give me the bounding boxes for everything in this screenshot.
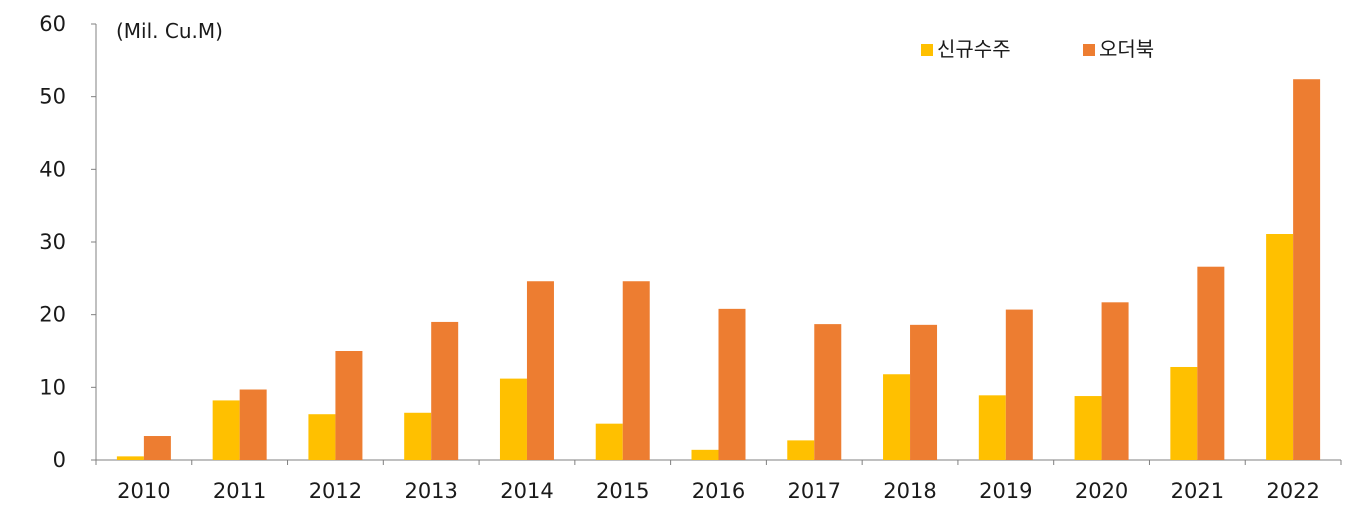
- x-tick-label: 2012: [309, 479, 362, 503]
- bars: [116, 79, 1321, 460]
- bar-orderbook-2019: [1005, 309, 1033, 460]
- legend: 신규수주 오더북: [921, 37, 1154, 61]
- bar-orderbook-2012: [335, 351, 363, 460]
- bar-new-orders-2013: [404, 412, 432, 460]
- y-tick-label: 10: [39, 375, 66, 399]
- bar-new-orders-2020: [1074, 396, 1102, 460]
- x-tick-label: 2021: [1171, 479, 1224, 503]
- legend-label: 신규수주: [937, 37, 1011, 61]
- bar-orderbook-2016: [718, 308, 746, 460]
- bar-orderbook-2020: [1101, 302, 1129, 460]
- x-tick-label: 2022: [1266, 479, 1319, 503]
- bar-orderbook-2010: [143, 436, 171, 460]
- bar-new-orders-2014: [499, 378, 527, 460]
- x-tick-label: 2010: [117, 479, 170, 503]
- bar-new-orders-2011: [212, 400, 240, 460]
- bar-orderbook-2021: [1197, 266, 1225, 460]
- bar-orderbook-2018: [910, 324, 938, 460]
- bar-new-orders-2010: [116, 456, 144, 460]
- bar-new-orders-2015: [595, 423, 623, 460]
- bar-new-orders-2016: [691, 449, 719, 460]
- bar-new-orders-2021: [1170, 366, 1198, 460]
- legend-label: 오더북: [1099, 37, 1154, 61]
- y-tick-label: 30: [39, 230, 66, 254]
- x-axis-ticks: 2010 2011 2012 2013 2014 2015 2016 2017 2018 2019…: [95, 460, 1342, 503]
- bar-new-orders-2022: [1266, 234, 1294, 460]
- bar-new-orders-2012: [308, 414, 336, 460]
- bar-orderbook-2011: [239, 389, 267, 460]
- x-tick-label: 2019: [979, 479, 1032, 503]
- x-tick-label: 2011: [213, 479, 266, 503]
- x-tick-label: 2016: [692, 479, 745, 503]
- bar-new-orders-2019: [978, 395, 1006, 460]
- y-tick-label: 40: [39, 157, 66, 181]
- x-tick-label: 2013: [404, 479, 457, 503]
- y-tick-label: 60: [39, 12, 66, 36]
- bar-new-orders-2017: [787, 440, 815, 460]
- bar-orderbook-2015: [622, 281, 650, 460]
- x-tick-label: 2017: [788, 479, 841, 503]
- bar-orderbook-2022: [1293, 79, 1321, 460]
- x-tick-label: 2018: [883, 479, 936, 503]
- legend-swatch: [921, 44, 933, 56]
- bar-orderbook-2017: [814, 324, 842, 460]
- legend-swatch: [1083, 44, 1095, 56]
- y-axis-unit-label: (Mil. Cu.M): [116, 19, 223, 43]
- y-axis-ticks: 0 10 20 30 40 50 60: [39, 12, 96, 472]
- bar-new-orders-2018: [883, 374, 911, 460]
- bar-orderbook-2013: [431, 321, 459, 460]
- bar-orderbook-2014: [526, 281, 554, 460]
- y-tick-label: 50: [39, 85, 66, 109]
- y-tick-label: 20: [39, 303, 66, 327]
- x-tick-label: 2020: [1075, 479, 1128, 503]
- x-tick-label: 2014: [500, 479, 553, 503]
- y-tick-label: 0: [53, 448, 66, 472]
- x-tick-label: 2015: [596, 479, 649, 503]
